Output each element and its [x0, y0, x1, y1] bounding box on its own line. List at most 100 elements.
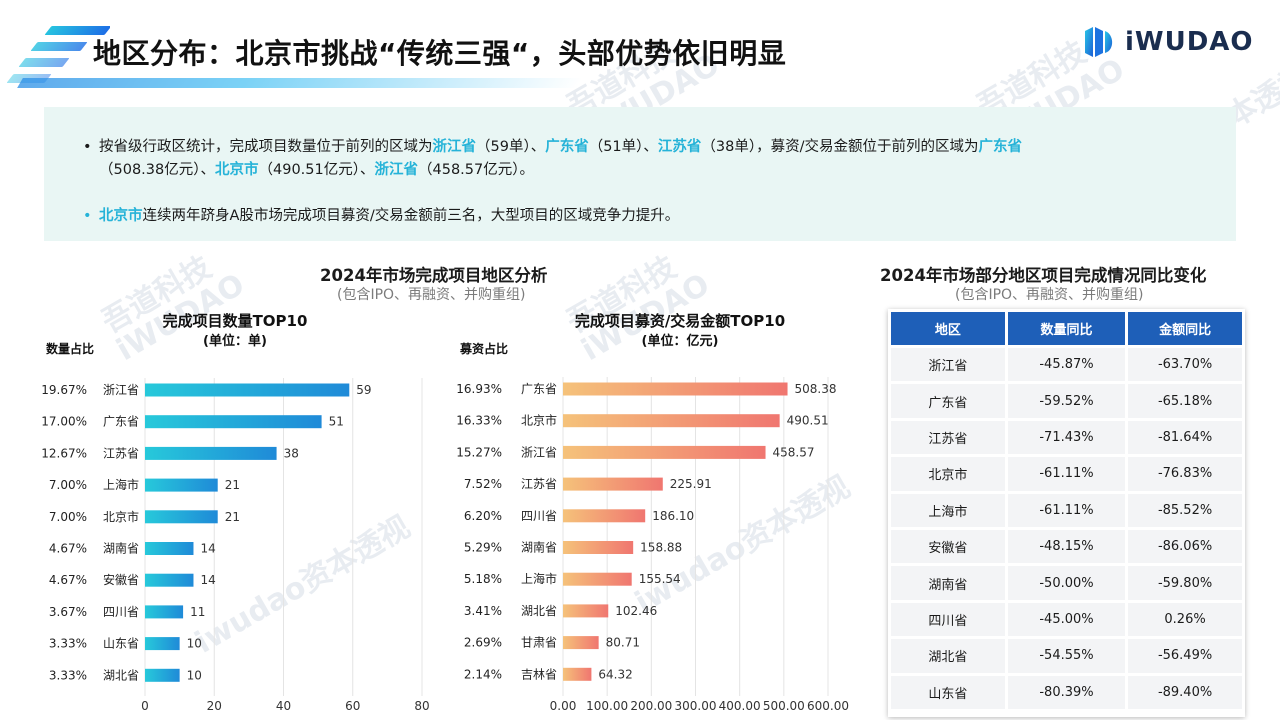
amount-chart-title: 完成项目募资/交易金额TOP10 — [574, 312, 786, 330]
table-cell-amount-yoy: -76.83% — [1128, 457, 1242, 491]
category-label: 甘肃省 — [521, 636, 557, 650]
share-label: 16.33% — [456, 414, 502, 428]
data-bar — [145, 478, 218, 492]
table-cell-region: 北京市 — [891, 457, 1005, 491]
table-cell-count-yoy: -45.00% — [1007, 602, 1126, 637]
amount-chart-unit: (单位：亿元) — [641, 334, 719, 349]
summary-bullet-1-line2: （508.38亿元）、北京市（490.51亿元）、浙江省（458.57亿元）。 — [99, 162, 534, 178]
share-label: 3.41% — [464, 604, 502, 618]
table-cell-amount-yoy: 0.26% — [1128, 602, 1242, 637]
data-bar — [145, 605, 184, 619]
x-tick-label: 80 — [414, 699, 429, 713]
share-label: 5.18% — [464, 572, 502, 586]
table-cell-count-yoy: -71.43% — [1007, 420, 1126, 455]
category-label: 四川省 — [103, 605, 139, 619]
table-header-count-yoy: 数量同比 — [1007, 312, 1126, 345]
value-label: 21 — [225, 510, 240, 524]
table-header-amount-yoy: 金额同比 — [1128, 312, 1242, 345]
value-label: 14 — [200, 542, 215, 556]
data-bar — [563, 604, 609, 618]
value-label: 508.38 — [795, 382, 837, 396]
count-chart-unit: (单位：单) — [203, 334, 267, 349]
page-title: 地区分布：北京市挑战“传统三强“，头部优势依旧明显 — [93, 37, 787, 70]
table-row: 湖南省 -50.00% -59.80% — [891, 566, 1242, 600]
value-label: 10 — [187, 637, 202, 651]
category-label: 安徽省 — [103, 572, 139, 587]
share-label: 16.93% — [456, 382, 502, 396]
x-tick-label: 0.00 — [550, 699, 577, 713]
category-label: 江苏省 — [521, 477, 557, 491]
table-row: 广东省 -59.52% -65.18% — [891, 384, 1242, 418]
share-label: 7.00% — [49, 478, 87, 492]
share-label: 4.67% — [49, 542, 87, 556]
share-label: 5.29% — [464, 541, 502, 555]
table-cell-amount-yoy: -89.40% — [1128, 675, 1242, 709]
logo-mark-icon — [1085, 27, 1113, 57]
left-section-title: 2024年市场完成项目地区分析 — [320, 266, 548, 285]
data-bar — [563, 445, 766, 459]
value-label: 155.54 — [639, 572, 681, 586]
table-cell-amount-yoy: -65.18% — [1128, 384, 1242, 418]
table-cell-count-yoy: -48.15% — [1007, 529, 1126, 564]
table-row: 江苏省 -71.43% -81.64% — [891, 420, 1242, 455]
table-cell-region: 浙江省 — [891, 348, 1005, 382]
bullet-dot: • — [83, 139, 92, 155]
table-cell-count-yoy: -45.87% — [1007, 348, 1126, 382]
summary-box — [44, 107, 1236, 241]
x-tick-label: 200.00 — [630, 699, 672, 713]
table-cell-amount-yoy: -86.06% — [1128, 529, 1242, 564]
data-bar — [563, 636, 599, 650]
x-tick-label: 20 — [207, 699, 222, 713]
value-label: 11 — [190, 605, 205, 619]
data-bar — [145, 510, 218, 524]
category-label: 浙江省 — [521, 445, 557, 459]
value-label: 458.57 — [773, 445, 815, 459]
bullet-dot: • — [83, 208, 92, 224]
table-cell-count-yoy: -61.11% — [1007, 493, 1126, 527]
share-label: 7.00% — [49, 510, 87, 524]
data-bar — [563, 667, 592, 681]
category-label: 江苏省 — [103, 446, 139, 460]
data-bar — [563, 414, 780, 428]
share-label: 6.20% — [464, 509, 502, 523]
value-label: 80.71 — [606, 636, 640, 650]
data-bar — [145, 383, 350, 397]
data-bar — [145, 668, 180, 682]
data-bar — [563, 541, 634, 554]
amount-bar-chart: 16.93% 广东省 508.38 16.33% 北京市 490.51 15.27% 浙江省 4… — [456, 377, 849, 713]
value-label: 102.46 — [615, 604, 657, 618]
right-section-subtitle: (包含IPO、再融资、并购重组) — [955, 287, 1144, 303]
share-label: 3.33% — [49, 637, 87, 651]
table-cell-region: 四川省 — [891, 602, 1005, 637]
data-bar — [145, 637, 180, 651]
share-label: 3.33% — [49, 668, 87, 682]
share-label: 7.52% — [464, 477, 502, 491]
x-tick-label: 600.00 — [807, 699, 849, 713]
data-bar — [145, 415, 322, 429]
table-cell-count-yoy: -59.52% — [1007, 384, 1126, 418]
table-cell-region: 山东省 — [891, 675, 1005, 709]
share-label: 2.14% — [464, 667, 502, 681]
table-body: 浙江省 -45.87% -63.70% 广东省 -59.52% -65.18% 江苏省 -71… — [891, 348, 1242, 709]
category-label: 吉林省 — [521, 667, 557, 681]
right-section-title: 2024年市场部分地区项目完成情况同比变化 — [880, 266, 1207, 285]
value-label: 64.32 — [598, 667, 632, 681]
value-label: 186.10 — [652, 509, 694, 523]
x-tick-label: 500.00 — [763, 699, 805, 713]
value-label: 38 — [284, 446, 299, 460]
value-label: 14 — [200, 573, 215, 587]
x-tick-label: 0 — [141, 699, 149, 713]
x-tick-label: 40 — [276, 699, 291, 713]
table-cell-region: 湖南省 — [891, 566, 1005, 600]
share-label: 17.00% — [41, 415, 87, 429]
share-label: 2.69% — [464, 636, 502, 650]
count-bar-chart: 19.67% 浙江省 59 17.00% 广东省 51 12.67% 江苏省 38 7.00% 上海… — [41, 378, 430, 713]
title-underline-decoration — [17, 78, 583, 88]
category-label: 湖北省 — [103, 667, 139, 682]
left-section-subtitle: (包含IPO、再融资、并购重组) — [337, 287, 526, 303]
table-cell-count-yoy: -61.11% — [1007, 457, 1126, 491]
count-chart-title: 完成项目数量TOP10 — [162, 312, 308, 330]
data-bar — [563, 572, 632, 586]
count-share-label: 数量占比 — [46, 342, 95, 356]
category-label: 上海市 — [103, 477, 139, 492]
